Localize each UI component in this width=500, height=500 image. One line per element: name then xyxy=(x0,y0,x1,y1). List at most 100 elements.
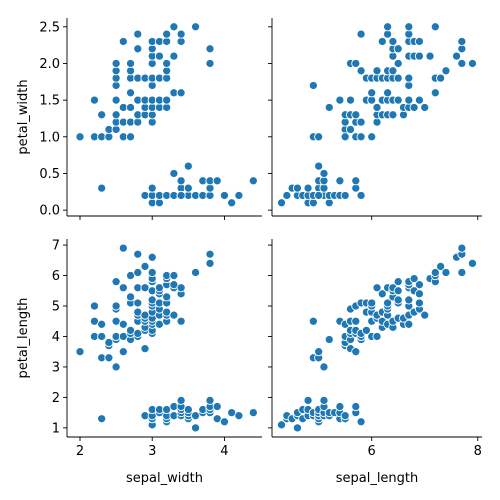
data-point xyxy=(308,316,318,326)
data-point xyxy=(308,80,318,91)
data-point xyxy=(345,124,356,135)
x-tick-label: 2 xyxy=(76,444,84,459)
data-point xyxy=(393,44,403,54)
data-point xyxy=(377,36,387,47)
data-point xyxy=(393,95,403,105)
data-point xyxy=(140,261,150,271)
data-point xyxy=(176,176,186,186)
data-point xyxy=(414,36,424,47)
data-point xyxy=(388,66,398,76)
data-point xyxy=(154,51,164,61)
data-point xyxy=(191,423,201,433)
data-point xyxy=(351,176,361,186)
data-point xyxy=(340,132,350,142)
data-point xyxy=(467,58,478,69)
data-point xyxy=(133,249,143,259)
x-tick-label: 8 xyxy=(474,444,482,459)
y-tick-label: 7 xyxy=(52,239,60,254)
data-point xyxy=(361,325,371,335)
data-point xyxy=(276,420,287,430)
data-point xyxy=(176,88,186,98)
data-point xyxy=(97,110,107,120)
data-point xyxy=(420,102,430,113)
data-point xyxy=(111,110,121,120)
y-tick-label: 5 xyxy=(52,300,60,315)
data-point xyxy=(111,362,121,372)
y-tick-label: 3 xyxy=(52,360,60,375)
data-point xyxy=(404,95,414,105)
data-point xyxy=(126,88,136,98)
data-point xyxy=(372,283,382,293)
data-point xyxy=(356,190,366,201)
data-point xyxy=(324,102,334,113)
data-point xyxy=(234,190,244,201)
data-point xyxy=(335,95,345,105)
data-point xyxy=(227,198,237,208)
data-point xyxy=(356,417,366,427)
x-tick-label: 6 xyxy=(368,444,376,459)
data-point xyxy=(147,183,157,193)
y-tick-label: 0.5 xyxy=(39,167,60,182)
data-point xyxy=(414,289,424,299)
data-point xyxy=(133,298,143,308)
data-point xyxy=(314,190,324,201)
data-point xyxy=(212,176,222,186)
data-point xyxy=(111,95,121,105)
data-point xyxy=(292,183,303,193)
data-point xyxy=(345,95,356,105)
data-point xyxy=(324,334,334,345)
data-point xyxy=(393,58,403,69)
data-point xyxy=(276,198,287,208)
data-point xyxy=(97,414,107,424)
data-point xyxy=(282,190,292,201)
data-point xyxy=(430,88,440,98)
data-point xyxy=(372,102,382,113)
data-point xyxy=(393,277,403,287)
data-point xyxy=(335,401,345,412)
data-point xyxy=(118,347,128,357)
data-point xyxy=(169,168,179,179)
data-point xyxy=(351,401,361,412)
panel-p10: 2 3 4 1 2 3 4 5 6 7 sepal_width petal_length xyxy=(16,239,262,486)
data-point xyxy=(314,132,324,142)
data-point xyxy=(356,66,366,76)
data-point xyxy=(133,44,143,54)
data-point xyxy=(351,58,361,69)
data-point xyxy=(430,22,440,32)
data-point xyxy=(126,58,136,69)
data-point xyxy=(126,292,136,302)
y-tick-label: 2.5 xyxy=(39,20,60,35)
data-point xyxy=(97,183,107,193)
data-point xyxy=(319,168,329,179)
x-axis-label: sepal_width xyxy=(126,471,203,486)
y-axis-label: petal_length xyxy=(16,298,31,379)
data-point xyxy=(292,423,303,433)
data-point xyxy=(319,362,329,372)
data-point xyxy=(205,249,215,259)
data-point xyxy=(191,22,201,32)
data-point xyxy=(118,36,128,47)
data-point xyxy=(248,408,258,418)
data-point xyxy=(441,66,451,76)
data-point xyxy=(404,73,414,83)
data-point xyxy=(176,316,186,326)
data-point xyxy=(356,132,366,142)
data-point xyxy=(414,280,424,290)
data-point xyxy=(457,243,467,253)
data-point xyxy=(340,190,350,201)
data-point xyxy=(356,117,366,127)
data-point xyxy=(147,267,157,278)
data-point xyxy=(467,258,478,268)
data-point xyxy=(457,36,467,47)
data-point xyxy=(111,58,121,69)
data-point xyxy=(205,58,215,69)
x-tick-label: 4 xyxy=(220,444,228,459)
data-point xyxy=(303,395,313,405)
data-point xyxy=(111,301,121,311)
data-point xyxy=(176,190,186,201)
data-point xyxy=(430,267,440,278)
data-point xyxy=(457,58,467,69)
data-point xyxy=(133,267,143,278)
x-axis-label: sepal_length xyxy=(336,471,419,486)
